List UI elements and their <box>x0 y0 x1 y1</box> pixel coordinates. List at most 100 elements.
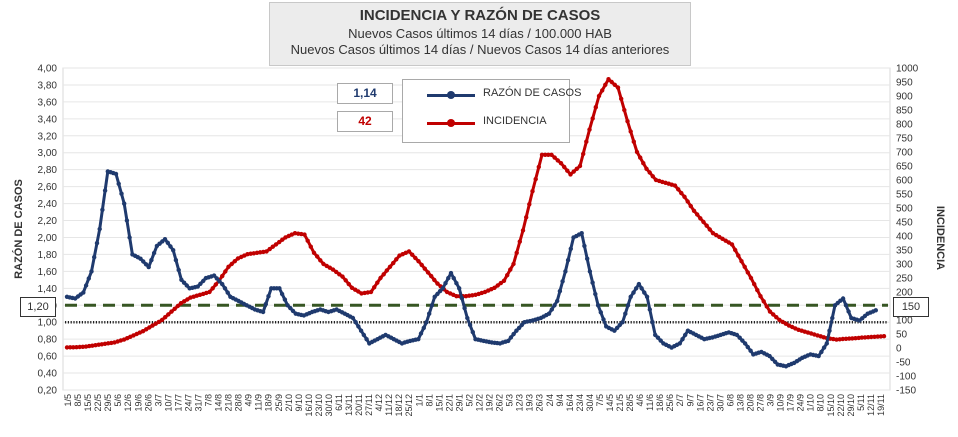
series-point-incidencia <box>562 164 567 170</box>
series-point-razon <box>546 311 552 316</box>
series-point-incidencia <box>739 259 744 264</box>
series-point-razon <box>647 307 652 312</box>
series-point-razon <box>124 218 130 223</box>
series-point-incidencia <box>318 258 323 263</box>
series-point-razon <box>81 290 86 295</box>
series-point-razon <box>277 286 282 291</box>
series-point-incidencia <box>356 289 361 294</box>
series-point-incidencia <box>881 334 887 339</box>
x-tick-label: 24/9 <box>796 394 806 412</box>
series-point-incidencia <box>71 345 76 350</box>
series-point-razon <box>116 181 121 186</box>
series-point-incidencia <box>391 260 396 266</box>
series-point-incidencia <box>280 237 285 242</box>
y-tick-label: 3,80 <box>38 80 58 91</box>
x-tick-label: 28/8 <box>234 394 244 412</box>
series-point-incidencia <box>862 335 868 340</box>
series-point-incidencia <box>701 219 706 225</box>
series-point-incidencia <box>330 267 336 272</box>
series-point-razon <box>435 291 440 297</box>
x-tick-label: 13/8 <box>735 394 745 412</box>
series-point-incidencia <box>264 249 269 254</box>
series-point-incidencia <box>679 190 684 196</box>
y-tick-label: 3,40 <box>38 114 58 125</box>
series-point-razon <box>628 294 633 299</box>
series-point-incidencia <box>381 272 386 277</box>
y2-tick-label: 900 <box>896 92 913 103</box>
series-point-razon <box>511 331 516 337</box>
y-tick-label: 2,00 <box>38 233 58 244</box>
x-tick-label: 26/3 <box>535 394 545 412</box>
series-point-razon <box>650 320 655 325</box>
x-tick-label: 16/7 <box>695 394 705 412</box>
x-tick-label: 20/11 <box>354 394 364 416</box>
x-tick-label: 11/6 <box>645 394 655 411</box>
series-point-razon <box>350 315 356 321</box>
left-axis-ticks: 0,200,400,600,801,001,201,401,601,802,00… <box>38 64 58 397</box>
series-point-incidencia <box>834 337 839 342</box>
x-tick-label: 25/12 <box>404 394 414 417</box>
series-point-razon <box>146 264 151 270</box>
series-point-razon <box>457 286 462 291</box>
x-tick-label: 2/10 <box>284 394 294 412</box>
x-tick-label: 15/5 <box>83 394 93 412</box>
series-point-razon <box>587 269 593 274</box>
y2-tick-label: 300 <box>896 260 913 271</box>
series-point-incidencia <box>419 262 424 268</box>
series-point-razon <box>179 277 184 282</box>
series-point-razon <box>429 303 435 308</box>
series-point-razon <box>653 332 658 338</box>
y2-tick-label: 0 <box>896 344 902 355</box>
series-point-razon <box>552 303 557 308</box>
series-point-incidencia <box>685 199 690 204</box>
series-point-razon <box>86 276 92 281</box>
y-tick-label: 2,20 <box>38 216 58 227</box>
series-point-incidencia <box>543 152 548 157</box>
y-axis-label: RAZÓN DE CASOS <box>12 179 25 279</box>
series-point-incidencia <box>606 77 611 82</box>
series-point-razon <box>595 303 601 308</box>
series-point-incidencia <box>619 96 624 102</box>
series-point-incidencia <box>571 169 576 174</box>
y2-tick-label: 800 <box>896 120 913 131</box>
y-tick-label: 3,00 <box>38 148 58 159</box>
series-point-razon <box>737 335 742 340</box>
series-point-razon <box>639 286 644 291</box>
x-tick-label: 17/7 <box>173 394 183 412</box>
series-point-razon <box>440 286 445 291</box>
series-point-razon <box>516 325 522 331</box>
x-tick-label: 30/7 <box>715 394 725 412</box>
legend-marker-incidencia <box>447 119 455 127</box>
series-point-incidencia <box>267 246 272 252</box>
x-tick-label: 23/4 <box>575 394 585 412</box>
series-point-razon <box>89 269 94 274</box>
series-point-razon <box>631 290 636 295</box>
series-point-razon <box>549 307 554 312</box>
y2-tick-label: 850 <box>896 106 913 117</box>
x-tick-label: 15/1 <box>434 394 444 412</box>
series-point-incidencia <box>166 312 171 317</box>
y-tick-label: 0,60 <box>38 352 58 363</box>
series-point-razon <box>176 267 181 273</box>
series-point-incidencia <box>682 194 687 199</box>
series-point-incidencia <box>210 286 215 291</box>
x-tick-label: 8/5 <box>73 394 83 407</box>
series-point-razon <box>102 188 108 193</box>
series-point-razon <box>601 317 606 322</box>
x-tick-label: 3/7 <box>153 394 163 407</box>
series-point-incidencia <box>536 164 541 170</box>
x-tick-label: 16/10 <box>304 394 314 417</box>
series-point-incidencia <box>565 168 570 173</box>
series-point-incidencia <box>584 139 589 144</box>
series-point-incidencia <box>308 244 313 249</box>
series-point-razon <box>846 309 851 314</box>
series-point-razon <box>563 269 568 274</box>
series-point-razon <box>418 331 424 336</box>
y2-tick-label: 350 <box>896 246 913 257</box>
series-point-incidencia <box>172 306 177 311</box>
series-point-incidencia <box>406 249 412 254</box>
series-point-incidencia <box>850 336 855 341</box>
series-point-razon <box>263 301 268 307</box>
series-point-incidencia <box>435 281 440 286</box>
series-point-razon <box>470 329 475 335</box>
